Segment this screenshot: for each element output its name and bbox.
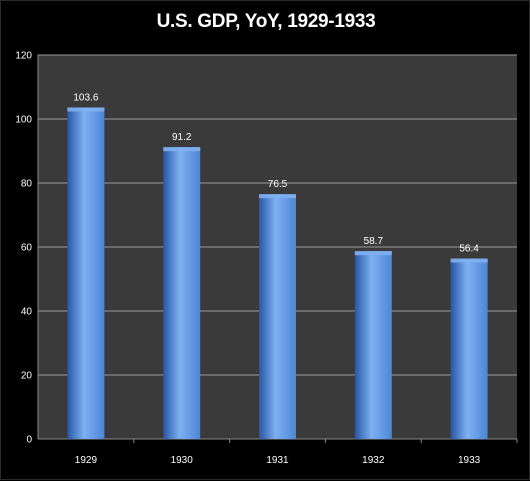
data-label: 103.6 (73, 92, 98, 103)
y-tick-label: 20 (21, 371, 33, 382)
chart-title: U.S. GDP, YoY, 1929-1933 (156, 11, 376, 32)
x-tick-label: 1932 (362, 455, 385, 466)
bar-top (67, 107, 105, 112)
bar (259, 194, 296, 439)
y-tick-label: 120 (15, 51, 32, 62)
bar-top (259, 194, 296, 199)
y-tick-label: 80 (21, 179, 33, 190)
bar (354, 251, 392, 439)
y-tick-label: 60 (21, 243, 33, 254)
x-tick-label: 1930 (171, 455, 194, 466)
bar (450, 258, 488, 439)
data-label: 58.7 (364, 236, 384, 247)
x-tick-label: 1931 (266, 455, 289, 466)
y-tick-label: 0 (26, 435, 32, 446)
x-tick-label: 1929 (75, 455, 98, 466)
bar (163, 147, 201, 439)
x-tick-label: 1933 (458, 455, 481, 466)
data-label: 56.4 (459, 244, 479, 255)
data-label: 91.2 (172, 132, 192, 143)
bar (67, 107, 105, 439)
y-tick-label: 100 (15, 115, 32, 126)
bar-top (450, 258, 488, 263)
bar-top (354, 251, 392, 256)
data-label: 76.5 (268, 179, 288, 190)
bar-top (163, 147, 201, 152)
y-tick-label: 40 (21, 307, 33, 318)
